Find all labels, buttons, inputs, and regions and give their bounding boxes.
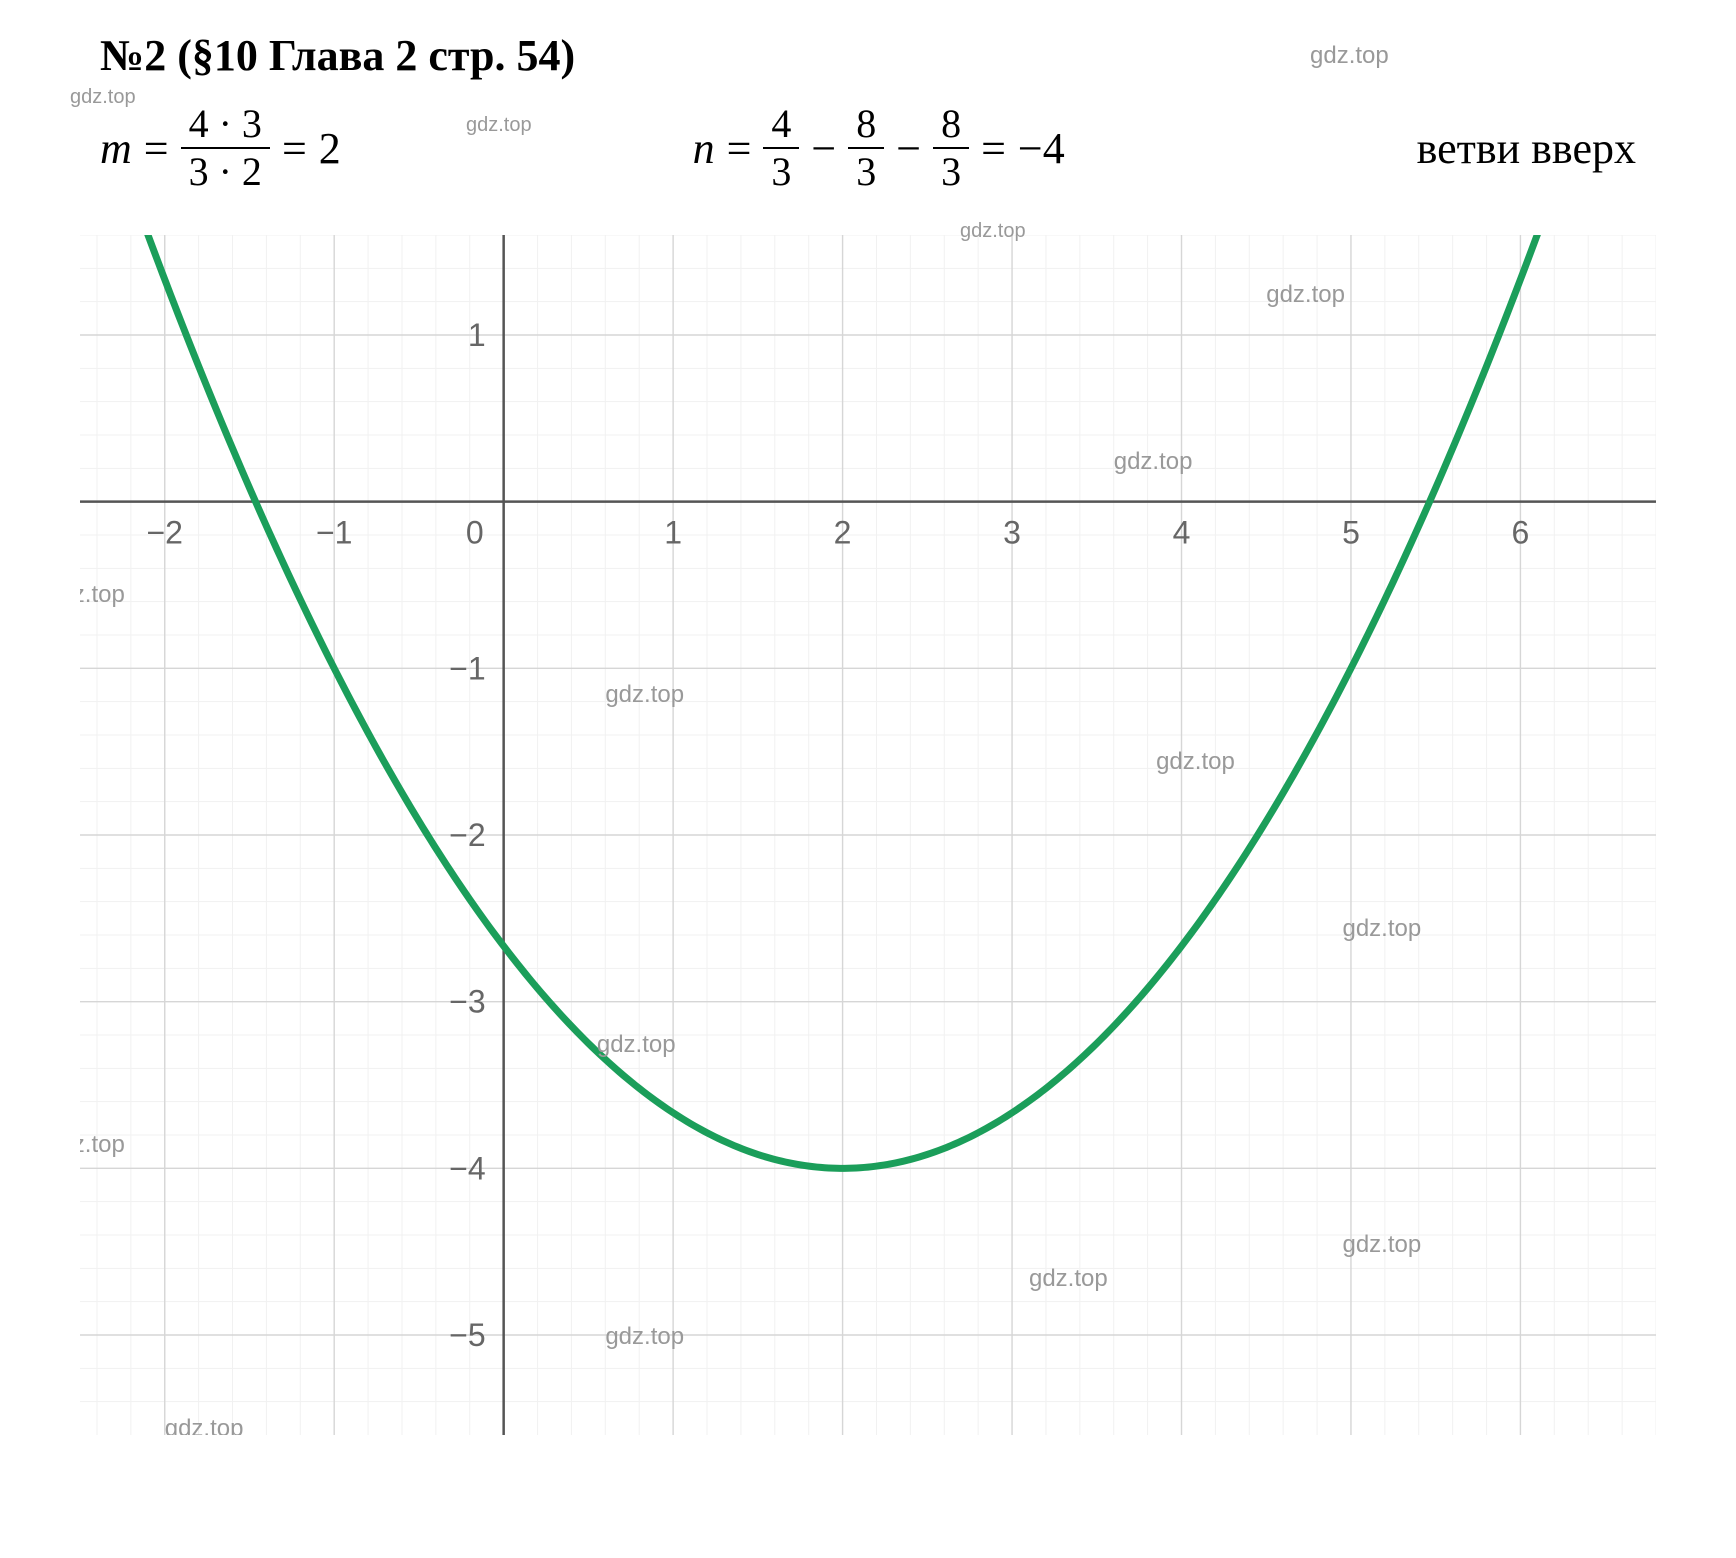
m-fraction: 4 · 3 3 · 2 [181, 101, 270, 195]
x-tick-label: 0 [466, 515, 484, 551]
n-expression: n = 4 3 − 8 3 − 8 3 = −4 [693, 101, 1065, 195]
page-title: №2 (§10 Глава 2 стр. 54) [100, 30, 1656, 81]
y-tick-label: −1 [449, 650, 485, 686]
equals: = [981, 123, 1006, 174]
n-fraction-1: 4 3 [763, 101, 799, 195]
x-tick-label: −2 [146, 515, 182, 551]
n-frac1-bot: 3 [763, 149, 799, 195]
n-frac3-top: 8 [933, 101, 969, 149]
parabola-chart: −2 −1 0 1 2 3 4 5 6 −5 −4 −3 −2 −1 1 [80, 235, 1656, 1435]
y-tick-label: −2 [449, 817, 485, 853]
y-tick-label: −5 [449, 1317, 485, 1353]
m-expression: m = 4 · 3 3 · 2 = 2 [100, 101, 341, 195]
branches-annotation: ветви вверх [1417, 123, 1636, 174]
chart-container: −2−10123456−5−4−3−2−11 gdz.topgdz.topgdz… [80, 235, 1656, 1435]
math-row: m = 4 · 3 3 · 2 = 2 n = 4 3 − 8 3 − 8 3 … [80, 101, 1656, 195]
x-tick-label: 6 [1512, 515, 1530, 551]
n-frac1-top: 4 [763, 101, 799, 149]
n-result: −4 [1018, 123, 1065, 174]
equals: = [144, 123, 169, 174]
y-tick-label: −4 [449, 1150, 485, 1186]
n-frac2-top: 8 [848, 101, 884, 149]
equals: = [282, 123, 307, 174]
m-frac-top: 4 · 3 [181, 101, 270, 149]
minus: − [896, 123, 921, 174]
n-frac3-bot: 3 [933, 149, 969, 195]
x-tick-label: 2 [834, 515, 852, 551]
n-fraction-2: 8 3 [848, 101, 884, 195]
n-var: n [693, 123, 715, 174]
m-var: m [100, 123, 132, 174]
y-tick-label: 1 [468, 317, 486, 353]
n-fraction-3: 8 3 [933, 101, 969, 195]
m-result: 2 [319, 123, 341, 174]
x-tick-label: 1 [664, 515, 682, 551]
x-tick-label: −1 [316, 515, 352, 551]
x-tick-label: 3 [1003, 515, 1021, 551]
m-frac-bot: 3 · 2 [181, 149, 270, 195]
equals: = [727, 123, 752, 174]
x-tick-label: 5 [1342, 515, 1360, 551]
y-tick-label: −3 [449, 984, 485, 1020]
n-frac2-bot: 3 [848, 149, 884, 195]
minus: − [811, 123, 836, 174]
x-tick-label: 4 [1173, 515, 1191, 551]
